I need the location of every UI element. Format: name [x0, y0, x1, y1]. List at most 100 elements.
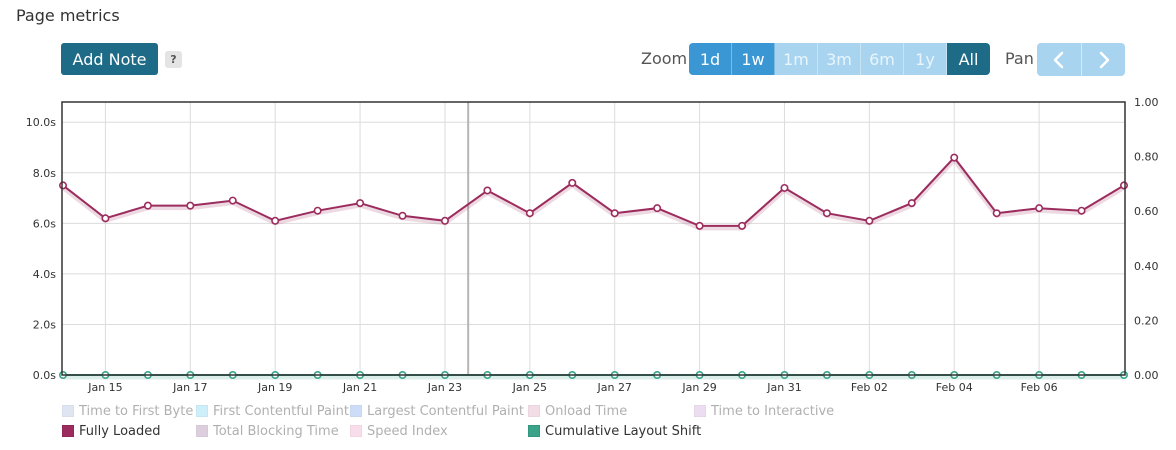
legend-item[interactable]: Onload Time — [528, 402, 627, 420]
legend-label: Largest Contentful Paint — [367, 403, 525, 419]
series-line-shadow — [61, 155, 1126, 231]
data-point[interactable] — [1120, 181, 1129, 190]
data-point[interactable] — [695, 221, 704, 230]
zoom-6m-button[interactable]: 6m — [861, 43, 904, 75]
page-title: Page metrics — [16, 6, 120, 25]
x-tick-label: Jan 21 — [342, 381, 377, 394]
data-point[interactable] — [398, 211, 407, 220]
chart-legend: Time to First Byte First Contentful Paint… — [62, 402, 962, 446]
pan-right-button[interactable] — [1081, 43, 1125, 76]
y-left-tick-label: 10.0s — [26, 116, 56, 129]
grid-lines — [62, 102, 1125, 375]
legend-label: Fully Loaded — [79, 423, 161, 439]
data-point[interactable] — [1035, 204, 1044, 213]
data-point[interactable] — [143, 201, 152, 210]
x-tick-label: Jan 25 — [512, 381, 547, 394]
legend-item[interactable]: Speed Index — [350, 422, 448, 440]
data-point[interactable] — [483, 186, 492, 195]
legend-item[interactable]: Time to First Byte — [62, 402, 193, 420]
legend-swatch — [528, 405, 540, 417]
data-point[interactable] — [313, 206, 322, 215]
add-note-button[interactable]: Add Note — [61, 43, 158, 75]
y-right-tick-label: 0.80 — [1134, 151, 1159, 164]
legend-item[interactable]: Time to Interactive — [694, 402, 834, 420]
zoom-1y-button[interactable]: 1y — [904, 43, 947, 75]
legend-item[interactable]: Largest Contentful Paint — [350, 402, 524, 420]
y-right-tick-label: 0.00 — [1134, 369, 1159, 382]
data-point[interactable] — [440, 216, 449, 225]
legend-swatch — [350, 405, 362, 417]
legend-label: First Contentful Paint — [213, 403, 349, 419]
legend-swatch — [694, 405, 706, 417]
y-right-tick-label: 1.00 — [1134, 96, 1159, 109]
legend-swatch — [62, 405, 74, 417]
data-point[interactable] — [950, 153, 959, 162]
chevron-left-icon — [1053, 51, 1064, 68]
data-point[interactable] — [822, 209, 831, 218]
data-point[interactable] — [101, 214, 110, 223]
y-left-tick-label: 6.0s — [33, 217, 56, 230]
legend-swatch — [350, 425, 362, 437]
pan-left-button[interactable] — [1037, 43, 1081, 76]
data-point[interactable] — [992, 209, 1001, 218]
x-tick-label: Feb 06 — [1021, 381, 1058, 394]
x-tick-label: Jan 29 — [681, 381, 716, 394]
legend-label: Speed Index — [367, 423, 448, 439]
legend-label: Time to Interactive — [711, 403, 835, 419]
pan-label: Pan — [1005, 49, 1034, 68]
x-tick-label: Jan 31 — [766, 381, 801, 394]
y-right-tick-label: 0.20 — [1134, 314, 1159, 327]
y-right-tick-label: 0.60 — [1134, 205, 1159, 218]
zoom-button-group: 1d 1w 1m 3m 6m 1y All — [689, 43, 990, 75]
help-button[interactable]: ? — [165, 51, 182, 68]
x-tick-label: Jan 27 — [596, 381, 631, 394]
data-point[interactable] — [865, 216, 874, 225]
data-point[interactable] — [610, 209, 619, 218]
legend-item[interactable]: First Contentful Paint — [196, 402, 349, 420]
legend-swatch — [62, 425, 74, 437]
data-point[interactable] — [780, 183, 789, 192]
legend-swatch — [528, 425, 540, 437]
data-point[interactable] — [58, 181, 67, 190]
data-point[interactable] — [271, 216, 280, 225]
zoom-1m-button[interactable]: 1m — [775, 43, 818, 75]
legend-label: Total Blocking Time — [213, 423, 339, 439]
zoom-all-button[interactable]: All — [947, 43, 990, 75]
data-point[interactable] — [186, 201, 195, 210]
x-tick-label: Jan 23 — [427, 381, 462, 394]
x-tick-label: Jan 19 — [257, 381, 292, 394]
legend-label: Onload Time — [545, 403, 628, 419]
y-left-tick-label: 8.0s — [33, 167, 56, 180]
axes: 0.0s 2.0s 4.0s 6.0s 8.0s 10.0s 0.00 0.20 0.40 0.6… — [26, 96, 1159, 394]
data-point[interactable] — [738, 221, 747, 230]
legend-item[interactable]: Cumulative Layout Shift — [528, 422, 701, 440]
data-point[interactable] — [1077, 206, 1086, 215]
y-left-tick-label: 4.0s — [33, 268, 56, 281]
series-line — [62, 156, 1125, 227]
legend-swatch — [196, 425, 208, 437]
data-point[interactable] — [356, 199, 365, 208]
data-point[interactable] — [653, 204, 662, 213]
y-left-tick-label: 2.0s — [33, 318, 56, 331]
zoom-1w-button[interactable]: 1w — [732, 43, 775, 75]
pan-button-group — [1037, 43, 1125, 76]
x-tick-label: Jan 15 — [87, 381, 122, 394]
legend-item[interactable]: Fully Loaded — [62, 422, 161, 440]
plot-frame — [61, 101, 1126, 376]
page-metrics-chart[interactable]: 0.0s 2.0s 4.0s 6.0s 8.0s 10.0s 0.00 0.20 0.40 0.6… — [0, 0, 1176, 400]
chevron-right-icon — [1099, 51, 1109, 68]
zoom-1d-button[interactable]: 1d — [689, 43, 732, 75]
x-tick-label: Feb 04 — [936, 381, 973, 394]
y-left-tick-label: 0.0s — [33, 369, 56, 382]
data-point[interactable] — [228, 196, 237, 205]
legend-label: Time to First Byte — [79, 403, 194, 419]
data-point[interactable] — [568, 178, 577, 187]
legend-item[interactable]: Total Blocking Time — [196, 422, 339, 440]
data-point[interactable] — [907, 199, 916, 208]
zoom-label: Zoom — [641, 49, 688, 68]
zoom-3m-button[interactable]: 3m — [818, 43, 861, 75]
y-right-tick-label: 0.40 — [1134, 260, 1159, 273]
x-tick-label: Jan 17 — [172, 381, 207, 394]
x-tick-label: Feb 02 — [851, 381, 888, 394]
data-point[interactable] — [525, 209, 534, 218]
